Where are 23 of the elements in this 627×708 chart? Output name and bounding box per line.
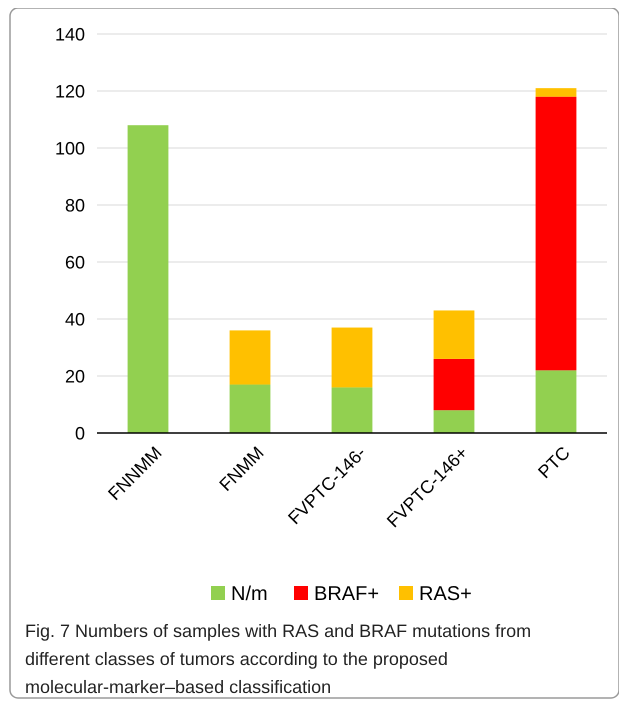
legend-label: BRAF+ bbox=[314, 583, 380, 605]
bar bbox=[230, 330, 270, 385]
y-tick-label: 0 bbox=[74, 423, 85, 444]
y-tick-label: 40 bbox=[64, 309, 85, 330]
y-tick-label: 60 bbox=[64, 252, 85, 272]
bar bbox=[536, 88, 576, 97]
y-tick-label: 20 bbox=[64, 366, 85, 386]
legend-label: RAS+ bbox=[419, 583, 472, 605]
bar bbox=[434, 358, 474, 410]
y-tick-label: 140 bbox=[54, 24, 85, 44]
y-tick-label: 120 bbox=[54, 81, 85, 102]
legend-label: N/m bbox=[231, 583, 268, 605]
y-tick-label: 80 bbox=[64, 195, 85, 216]
bar bbox=[536, 96, 576, 370]
caption: Fig. 7 Numbers of samples with RAS and BRAF mutations from different classes of tumors according to the proposed molecular-marker–based classification bbox=[25, 621, 532, 697]
bar bbox=[128, 125, 168, 433]
bar bbox=[332, 387, 372, 433]
bar bbox=[434, 410, 474, 433]
y-tick-label: 100 bbox=[54, 138, 85, 158]
bar bbox=[230, 384, 270, 433]
bar bbox=[536, 370, 576, 433]
bar bbox=[332, 328, 372, 388]
bar bbox=[434, 310, 474, 359]
